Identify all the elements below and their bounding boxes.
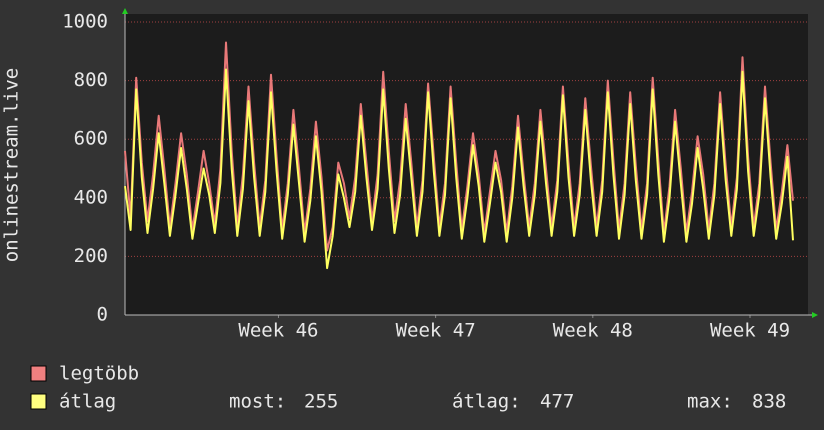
x-tick-label: Week 49	[710, 320, 790, 342]
y-tick-label: 1000	[62, 11, 108, 33]
y-tick-label: 0	[97, 304, 108, 326]
legend-label: legtöbb	[59, 363, 139, 385]
legend-swatch	[30, 365, 47, 382]
y-tick-label: 400	[74, 186, 108, 208]
x-tick-label: Week 48	[553, 320, 633, 342]
y-axis-label: onlinestream.live	[1, 68, 23, 262]
y-tick-label: 600	[74, 128, 108, 150]
stat-label: most:	[229, 391, 286, 413]
series-line	[124, 68, 794, 270]
legend-swatch	[30, 393, 47, 410]
axis-arrow	[812, 312, 818, 318]
y-tick-label: 200	[74, 245, 108, 267]
stat-value: 255	[304, 391, 338, 413]
stat-value: 838	[752, 391, 786, 413]
x-tick-label: Week 47	[396, 320, 476, 342]
stat-label: max:	[687, 391, 733, 413]
x-tick-label: Week 46	[238, 320, 318, 342]
legend-label: átlag	[59, 391, 116, 413]
stat-label: átlag:	[452, 391, 521, 413]
stat-value: 477	[540, 391, 574, 413]
axis-arrow	[122, 8, 128, 14]
y-tick-label: 800	[74, 69, 108, 91]
